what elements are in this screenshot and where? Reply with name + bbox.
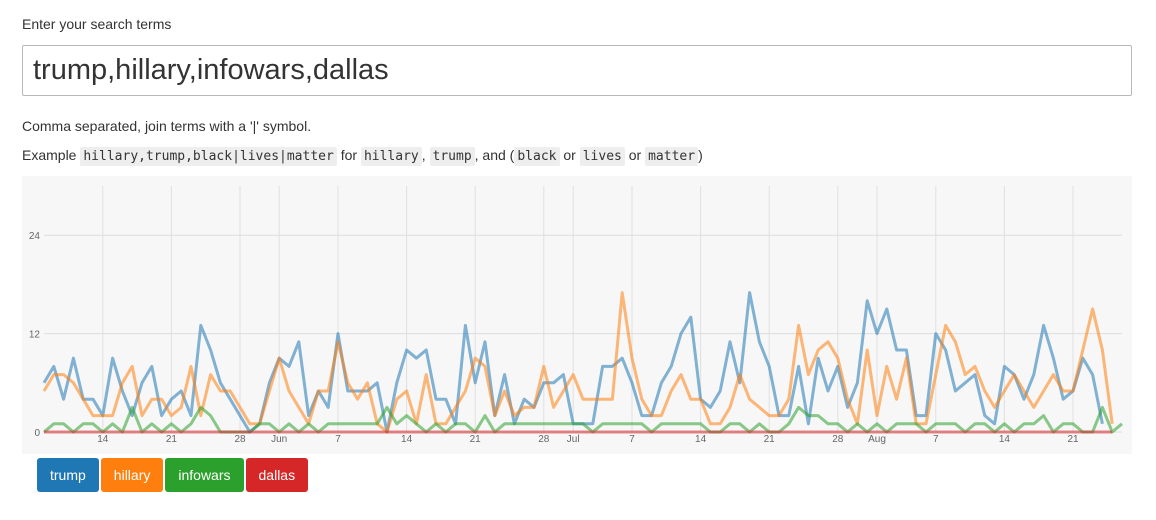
x-tick-label: 21 [166, 434, 178, 445]
x-tick-label: Jul [567, 434, 580, 445]
x-tick-label: 28 [234, 434, 246, 445]
or-text-2: or [628, 147, 642, 163]
y-tick-label: 12 [29, 330, 41, 341]
x-tick-label: 28 [832, 434, 844, 445]
series-line-hillary [42, 291, 1114, 434]
x-tick-label: 14 [97, 434, 109, 445]
example-code-hillary: hillary [360, 147, 422, 166]
x-tick-label: 14 [695, 434, 707, 445]
legend-button-dallas[interactable]: dallas [245, 458, 309, 492]
example-code-matter: matter [645, 147, 699, 166]
example-code-black: black [514, 147, 560, 166]
y-tick-label: 0 [34, 428, 40, 439]
legend-button-infowars[interactable]: infowars [165, 458, 244, 492]
example-code-lives: lives [579, 147, 625, 166]
help-text: Comma separated, join terms with a '|' s… [22, 118, 312, 134]
legend-button-hillary[interactable]: hillary [100, 458, 164, 492]
x-tick-label: 7 [335, 434, 341, 445]
legend-button-trump[interactable]: trump [37, 458, 99, 492]
line-chart: 0 12 24 14 21 28 Jun 7 14 21 28 Jul 7 14 21 28 Aug 7 14 21 [29, 186, 1123, 445]
y-tick-label: 24 [29, 231, 41, 242]
series-line-infowars [43, 405, 1123, 434]
x-tick-label: Jun [271, 434, 287, 445]
x-tick-label: 28 [538, 434, 550, 445]
x-tick-label: 21 [470, 434, 482, 445]
legend: trump hillary infowars dallas [37, 458, 309, 492]
and-text: , and ( [474, 147, 515, 163]
example-text: Example hillary,trump,black|lives|matter… [22, 147, 703, 166]
x-tick-label: 21 [764, 434, 776, 445]
x-tick-label: Aug [868, 434, 886, 445]
or-text-1: or [563, 147, 576, 163]
example-prefix: Example [22, 147, 77, 163]
search-input[interactable] [22, 45, 1132, 96]
x-tick-label: 7 [629, 434, 635, 445]
search-label: Enter your search terms [22, 16, 172, 32]
example-code: hillary,trump,black|lives|matter [80, 147, 337, 166]
x-tick-label: 14 [401, 434, 413, 445]
example-code-trump: trump [429, 147, 475, 166]
x-tick-label: 14 [999, 434, 1011, 445]
for-text: for [340, 147, 358, 163]
close-paren: ) [698, 147, 703, 163]
chart-area: 0 12 24 14 21 28 Jun 7 14 21 28 Jul 7 14 21 28 Aug 7 14 21 [22, 176, 1132, 454]
x-tick-label: 7 [933, 434, 939, 445]
x-tick-label: 21 [1067, 434, 1079, 445]
